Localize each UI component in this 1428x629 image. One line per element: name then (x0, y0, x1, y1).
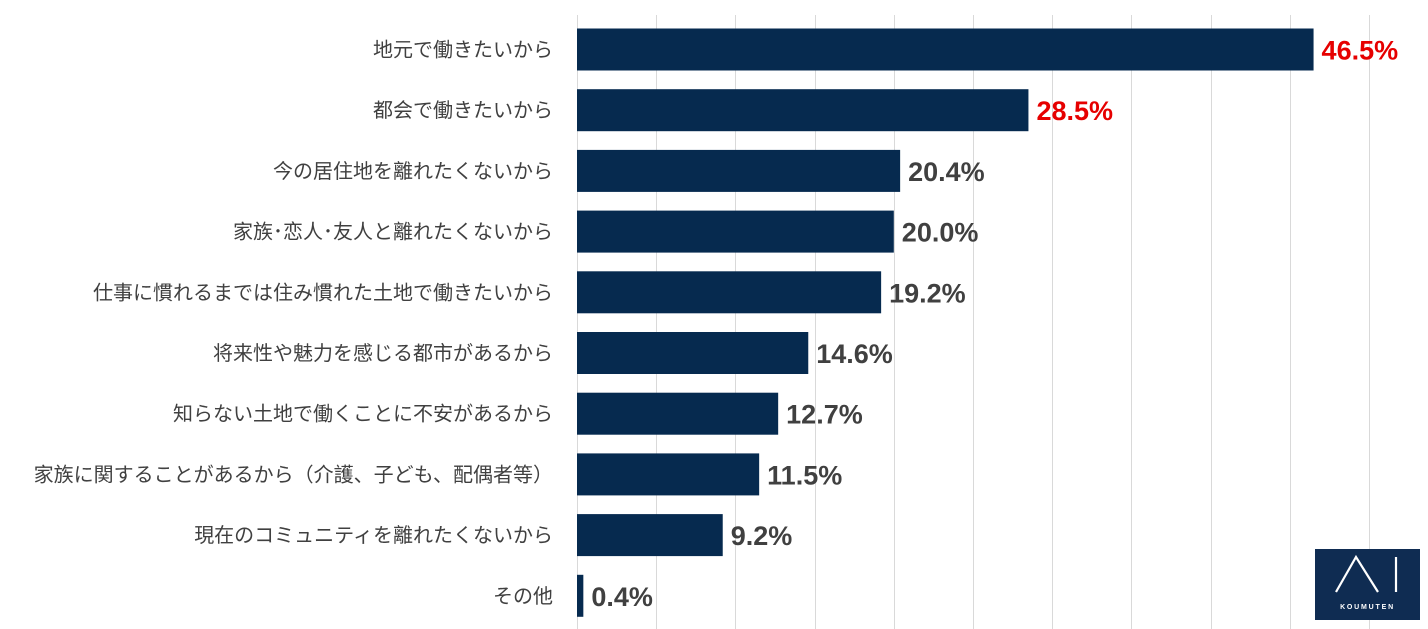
category-label: 知らない土地で働くことに不安があるから (173, 402, 553, 426)
category-label: 将来性や魅力を感じる都市があるから (213, 341, 553, 365)
bars (577, 28, 1314, 617)
data-label: 19.2% (889, 278, 966, 308)
category-label: 現在のコミュニティを離れたくないから (194, 523, 553, 547)
logo-wordmark: KOUMUTEN (1340, 604, 1395, 611)
bar (577, 392, 779, 435)
category-label: 都会で働きたいから (373, 98, 553, 122)
data-label: 9.2% (731, 521, 793, 551)
category-label: 地元で働きたいから (373, 38, 553, 62)
bar (577, 332, 809, 374)
data-label: 28.5% (1036, 96, 1113, 126)
company-logo: KOUMUTEN (1315, 549, 1420, 620)
data-label: 20.4% (908, 157, 985, 187)
bar (577, 574, 584, 617)
data-label: 11.5% (767, 460, 842, 490)
bar (577, 210, 894, 253)
ai-mark-icon (1335, 554, 1398, 593)
data-label: 0.4% (591, 582, 653, 612)
data-label: 14.6% (816, 339, 893, 369)
bar (577, 453, 760, 496)
category-labels: 地元で働きたいから都会で働きたいから今の居住地を離れたくないから家族･恋人･友人… (34, 38, 553, 608)
category-label: 今の居住地を離れたくないから (273, 159, 553, 183)
bar (577, 271, 882, 314)
bar (577, 149, 901, 192)
data-label: 12.7% (786, 400, 863, 430)
category-label: 家族･恋人･友人と離れたくないから (233, 220, 553, 244)
category-label: 仕事に慣れるまでは住み慣れた土地で働きたいから (93, 280, 553, 304)
category-label: 家族に関することがあるから（介護、子ども、配偶者等） (34, 462, 553, 486)
bar (577, 28, 1314, 71)
bar (577, 89, 1029, 132)
data-label: 46.5% (1322, 36, 1399, 66)
data-label: 20.0% (902, 218, 979, 248)
data-labels: 46.5% 28.5% 20.4% 20.0% 19.2% 14.6% 12.7% 11.5%… (591, 36, 1398, 612)
bar (577, 514, 723, 557)
category-label: その他 (493, 584, 553, 608)
